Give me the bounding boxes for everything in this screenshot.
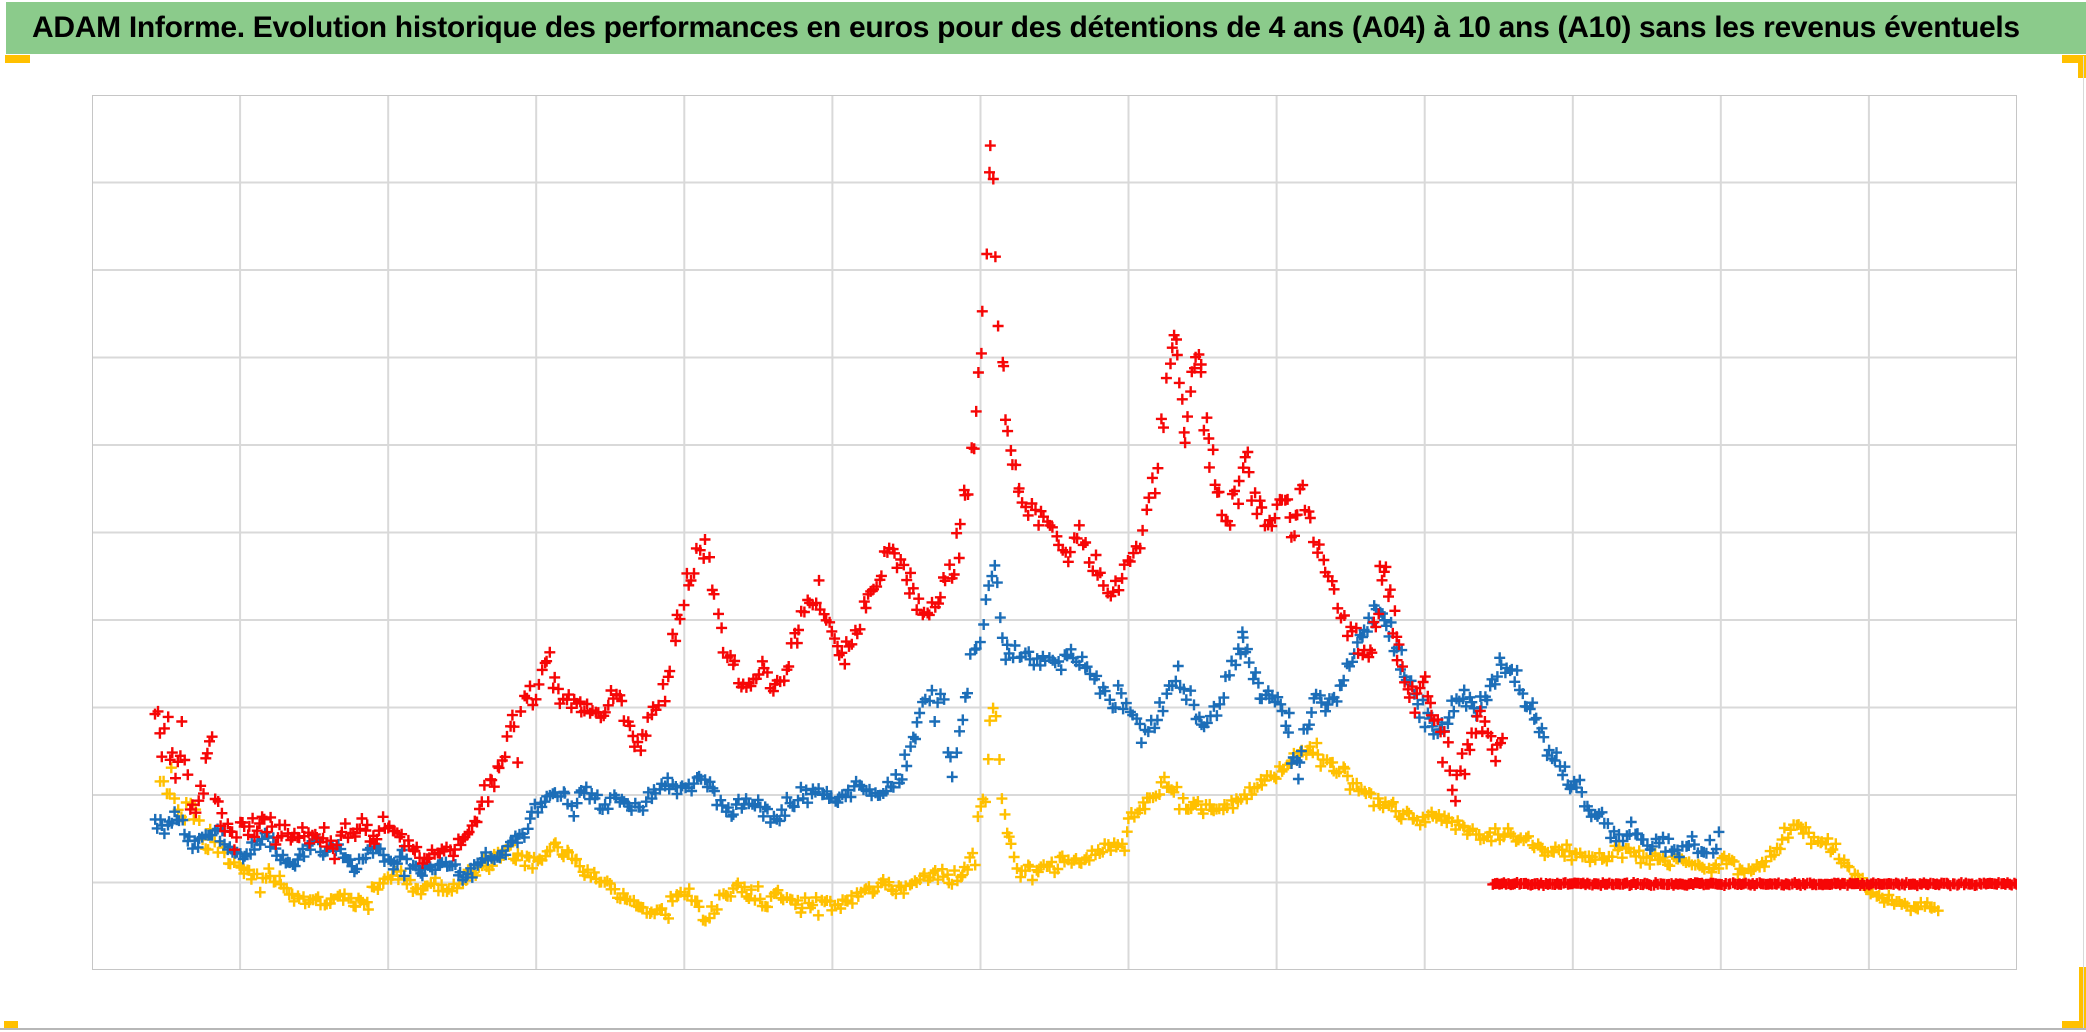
bottom-right-accent-v: [2079, 967, 2086, 1029]
title-banner: ADAM Informe. Evolution historique des p…: [6, 2, 2086, 54]
red-series: [149, 140, 2017, 892]
bottom-divider: [0, 1028, 2086, 1030]
page-title: ADAM Informe. Evolution historique des p…: [32, 11, 2020, 44]
right-edge-line: [2083, 56, 2084, 1028]
chart-plot-area: [92, 95, 2017, 970]
top-right-accent-h: [2062, 55, 2086, 63]
bottom-left-accent: [4, 1021, 18, 1030]
top-right-accent-v: [2078, 55, 2086, 78]
top-left-accent: [5, 55, 30, 63]
gridlines: [92, 95, 2017, 970]
yellow-series: [154, 702, 1944, 927]
scatter-chart-svg: [92, 95, 2017, 970]
bottom-right-accent-h: [2062, 1021, 2086, 1029]
